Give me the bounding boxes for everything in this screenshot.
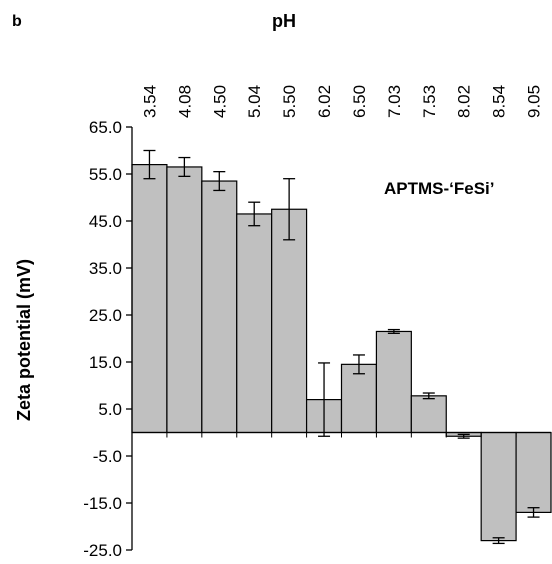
y-tick-label: -15.0: [83, 494, 122, 513]
y-tick-label: 55.0: [89, 165, 122, 184]
x-axis-title: pH: [272, 11, 296, 31]
bar-9.05: [515, 431, 552, 514]
bar-4.08: [166, 166, 203, 434]
bars-group: [131, 164, 552, 542]
y-tick-label: -25.0: [83, 541, 122, 560]
bar-6.50: [340, 363, 378, 434]
x-tick-label: 4.50: [210, 85, 229, 118]
x-tick-label: 5.50: [280, 85, 299, 118]
bar-4.50: [201, 180, 238, 434]
y-tick-label: 5.0: [98, 400, 122, 419]
x-tick-label: 8.54: [490, 85, 509, 118]
y-axis-title: Zeta potential (mV): [14, 259, 34, 421]
y-tick-label: 45.0: [89, 212, 122, 231]
x-tick-label: 6.02: [315, 85, 334, 118]
bar-3.54: [131, 164, 168, 434]
x-tick-labels: 3.54 4.08 4.50 5.04 5.50 6.02 6.50 7.03 7.53 8.02…: [140, 85, 543, 118]
bar-5.50: [271, 208, 308, 434]
x-tick-label: 7.03: [385, 85, 404, 118]
x-tick-label: 6.50: [350, 85, 369, 118]
x-tick-label: 4.08: [175, 85, 194, 118]
x-tick-label: 7.53: [420, 85, 439, 118]
y-tick-label: 35.0: [89, 259, 122, 278]
series-annotation: APTMS-‘FeSi’: [384, 179, 495, 198]
y-tick-label: 15.0: [89, 353, 122, 372]
panel-label: b: [12, 13, 22, 30]
bar-5.04: [236, 213, 273, 434]
bar-8.54: [480, 431, 517, 542]
y-tick-label: -5.0: [93, 447, 122, 466]
y-tick-labels: 65.0 55.0 45.0 35.0 25.0 15.0 5.0 -5.0 -15.0 -25.…: [83, 118, 122, 560]
x-tick-label: 9.05: [525, 85, 544, 118]
bar-7.03: [375, 330, 412, 434]
error-bars-group: [143, 149, 540, 545]
bar-7.53: [410, 395, 447, 434]
y-tick-label: 25.0: [89, 306, 122, 325]
x-tick-label: 3.54: [140, 85, 159, 118]
x-tick-label: 8.02: [455, 85, 474, 118]
y-tick-label: 65.0: [89, 118, 122, 137]
axes-group: [126, 126, 551, 551]
x-tick-label: 5.04: [245, 85, 264, 118]
